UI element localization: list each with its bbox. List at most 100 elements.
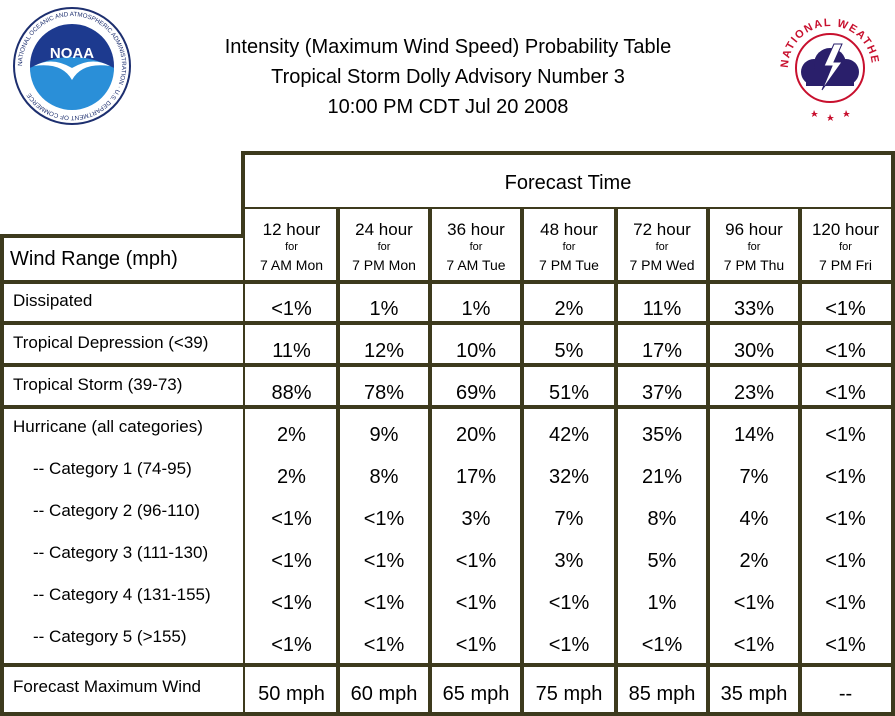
probability-value: 20%: [455, 424, 497, 446]
probability-value: 2%: [554, 298, 584, 320]
row-label-cell: [4, 325, 243, 363]
probability-value: 2%: [277, 424, 306, 446]
probability-value: 8%: [647, 508, 677, 530]
row-value-cell: [710, 284, 798, 321]
row-value-cell: [245, 284, 336, 321]
row-value-cell: [340, 667, 428, 712]
row-value-cell: [245, 667, 336, 712]
row-value-cell: [524, 667, 614, 712]
wind-range-label: Wind Range (mph): [10, 248, 178, 270]
column-time-label: 7 AM Tue: [446, 257, 506, 273]
probability-value: 30%: [733, 340, 775, 362]
column-time-label: 7 PM Mon: [352, 257, 416, 273]
row-value-cell: [340, 409, 428, 663]
column-for-label: for: [655, 241, 669, 253]
row-value-cell: [710, 325, 798, 363]
probability-value: <1%: [271, 592, 312, 614]
probability-value: <1%: [271, 298, 312, 320]
row-value-cell: [618, 667, 706, 712]
probability-value: <1%: [455, 634, 497, 656]
probability-value: 14%: [733, 424, 775, 446]
max-wind-value: 65 mph: [442, 683, 510, 705]
row-value-cell: [245, 367, 336, 405]
wind-range-cell: [4, 238, 243, 280]
column-header-cell: [245, 209, 336, 280]
column-time-label: 7 PM Thu: [723, 257, 785, 273]
nws-logo: NATIONAL WEATHER SERVICE: [774, 6, 879, 121]
row-label: -- Category 5 (>155): [33, 627, 187, 646]
probability-value: 1%: [369, 298, 399, 320]
column-hour-label: 12 hour: [262, 220, 321, 239]
probability-value: 69%: [455, 382, 497, 404]
probability-value: 8%: [369, 466, 399, 488]
column-time-label: 7 PM Tue: [539, 257, 599, 273]
column-for-label: for: [562, 241, 576, 253]
max-wind-label: Forecast Maximum Wind: [13, 677, 201, 696]
row-value-cell: [618, 367, 706, 405]
max-wind-value: 50 mph: [258, 683, 325, 705]
row-label-cell: [4, 284, 243, 321]
column-header-cell: [432, 209, 520, 280]
row-value-cell: [432, 367, 520, 405]
row-value-cell: [432, 325, 520, 363]
probability-value: 17%: [641, 340, 683, 362]
column-hour-label: 96 hour: [725, 220, 783, 239]
column-for-label: for: [377, 241, 391, 253]
probability-value: 12%: [363, 340, 405, 362]
row-label: -- Category 2 (96-110): [33, 501, 200, 520]
probability-value: 1%: [461, 298, 491, 320]
row-value-cell: [802, 367, 891, 405]
row-value-cell: [340, 367, 428, 405]
column-for-label: for: [285, 241, 298, 253]
column-hour-label: 36 hour: [447, 220, 505, 239]
max-wind-value: 60 mph: [350, 683, 418, 705]
row-value-cell: [802, 409, 891, 663]
probability-value: 17%: [455, 466, 497, 488]
row-label: -- Category 3 (111-130): [33, 543, 209, 562]
column-header-cell: [710, 209, 798, 280]
probability-value: 11%: [272, 340, 311, 362]
column-hour-label: 24 hour: [355, 220, 413, 239]
probability-value: 42%: [548, 424, 590, 446]
probability-value: <1%: [363, 592, 405, 614]
row-value-cell: [340, 325, 428, 363]
probability-value: 37%: [641, 382, 683, 404]
probability-value: 23%: [733, 382, 775, 404]
probability-value: 78%: [363, 382, 405, 404]
table-title: Intensity (Maximum Wind Speed) Probabili…: [224, 36, 672, 58]
noaa-logo-text: NOAA: [50, 45, 94, 62]
column-hour-label: 120 hour: [811, 220, 880, 239]
row-value-cell: [618, 325, 706, 363]
probability-value: 88%: [271, 382, 312, 404]
column-hour-label: 48 hour: [540, 220, 598, 239]
row-value-cell: [710, 409, 798, 663]
row-value-cell: [524, 367, 614, 405]
column-hour-label: 72 hour: [633, 220, 691, 239]
forecast-time-header: Forecast Time: [504, 172, 632, 194]
row-value-cell: [802, 667, 891, 712]
row-value-cell: [432, 667, 520, 712]
row-value-cell: [340, 284, 428, 321]
row-label-cell: [4, 409, 243, 663]
row-value-cell: [710, 667, 798, 712]
probability-value: <1%: [825, 466, 866, 488]
column-time-label: 7 PM Fri: [819, 257, 872, 273]
row-value-cell: [802, 284, 891, 321]
probability-value: 9%: [369, 424, 399, 446]
row-label: Tropical Depression (<39): [13, 333, 209, 352]
probability-value: <1%: [825, 424, 866, 446]
probability-value: <1%: [825, 382, 866, 404]
row-value-cell: [618, 409, 706, 663]
probability-value: <1%: [271, 634, 312, 656]
column-header-cell: [618, 209, 706, 280]
probability-value: <1%: [825, 340, 866, 362]
probability-value: <1%: [641, 634, 683, 656]
probability-value: <1%: [733, 592, 775, 614]
row-label: Tropical Storm (39-73): [13, 375, 183, 394]
column-for-label: for: [469, 241, 483, 253]
row-value-cell: [524, 284, 614, 321]
row-label: -- Category 4 (131-155): [33, 585, 211, 604]
max-wind-value: 85 mph: [628, 683, 696, 705]
probability-value: 11%: [642, 298, 682, 320]
probability-value: 10%: [455, 340, 497, 362]
